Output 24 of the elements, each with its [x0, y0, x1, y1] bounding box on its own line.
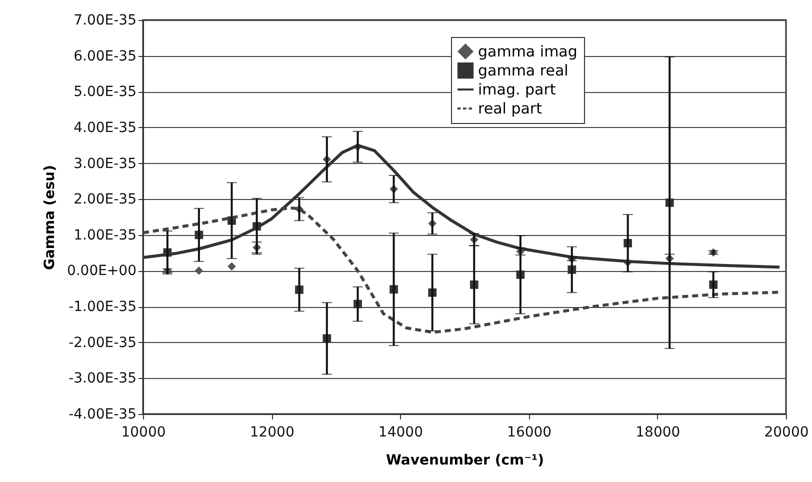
- y-tick-label: -2.00E-35: [68, 334, 136, 351]
- y-tick-label: -4.00E-35: [68, 406, 136, 422]
- y-tick-label: -3.00E-35: [68, 370, 136, 387]
- x-tick-label: 14000: [378, 424, 423, 440]
- legend-label: gamma real: [478, 62, 568, 80]
- x-tick-label: 20000: [764, 424, 809, 440]
- x-tick-label: 18000: [636, 424, 680, 440]
- x-tick-label: 12000: [250, 424, 294, 440]
- legend-label: gamma imag: [478, 42, 578, 60]
- y-tick-label: 3.00E-35: [74, 156, 136, 172]
- y-tick-label: -1.00E-35: [68, 299, 136, 316]
- y-tick-label: 0.00E+00: [66, 263, 136, 280]
- x-axis-title: Wavenumber (cm⁻¹): [386, 452, 544, 468]
- legend-label: imag. part: [478, 80, 556, 98]
- x-tick-label: 10000: [121, 424, 166, 440]
- y-tick-label: 4.00E-35: [74, 120, 136, 136]
- y-tick-label: 2.00E-35: [74, 192, 136, 208]
- y-axis-title: Gamma (esu): [42, 164, 58, 270]
- y-tick-label: 5.00E-35: [74, 84, 136, 100]
- y-tick-label: 6.00E-35: [74, 48, 136, 64]
- legend-label: real part: [478, 100, 542, 118]
- x-tick-label: 16000: [507, 424, 552, 440]
- y-tick-label: 1.00E-35: [74, 227, 136, 244]
- y-tick-label: 7.00E-35: [74, 12, 136, 28]
